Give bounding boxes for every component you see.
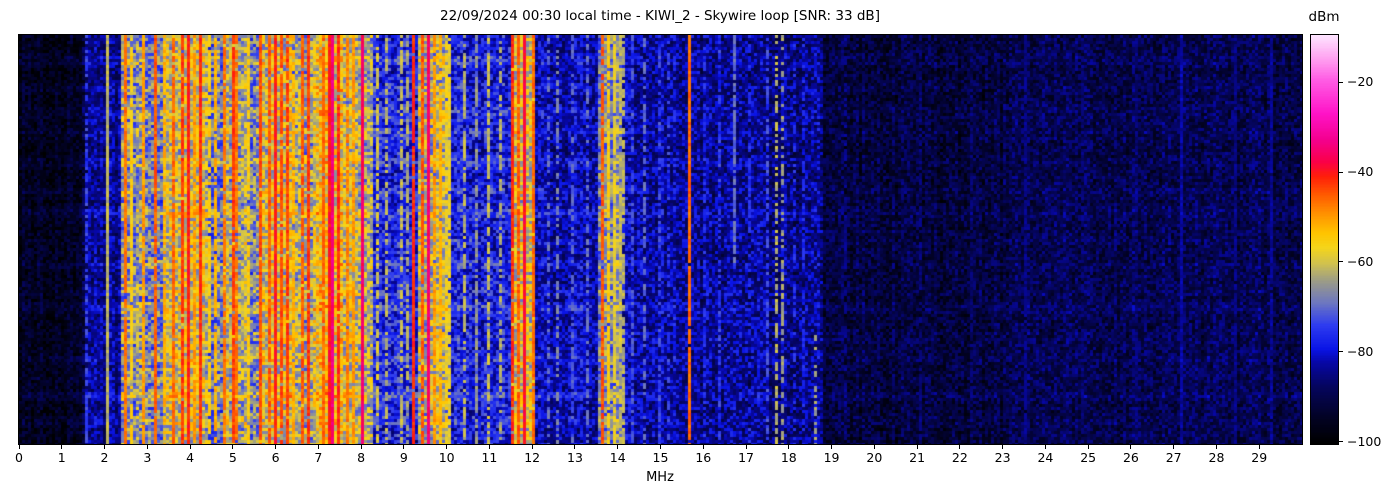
colorbar-tick-mark [1339, 171, 1343, 173]
x-tick-mark [531, 445, 533, 449]
colorbar-tick-mark [1339, 261, 1343, 263]
colorbar-tick-label: −20 [1347, 74, 1374, 90]
x-tick-mark [959, 445, 961, 449]
waterfall-plot-area [18, 34, 1303, 445]
x-tick-label: 8 [357, 450, 366, 465]
colorbar-tick-label: −100 [1347, 433, 1382, 449]
x-tick-label: 25 [1080, 450, 1097, 465]
x-tick-mark [360, 445, 362, 449]
x-tick-mark [488, 445, 490, 449]
x-tick-label: 10 [438, 450, 455, 465]
x-tick-label: 19 [823, 450, 840, 465]
colorbar-tick-mark [1339, 81, 1343, 83]
plot-title: 22/09/2024 00:30 local time - KIWI_2 - S… [440, 8, 880, 24]
x-tick-label: 20 [866, 450, 883, 465]
x-tick-label: 0 [15, 450, 23, 465]
x-tick-mark [745, 445, 747, 449]
x-tick-label: 3 [143, 450, 152, 465]
x-tick-mark [702, 445, 704, 449]
x-tick-mark [104, 445, 106, 449]
x-tick-label: 22 [951, 450, 968, 465]
x-tick-mark [1258, 445, 1260, 449]
x-tick-mark [873, 445, 875, 449]
x-tick-label: 28 [1208, 450, 1225, 465]
x-tick-mark [831, 445, 833, 449]
x-tick-label: 17 [738, 450, 754, 465]
x-tick-label: 5 [228, 450, 237, 465]
x-axis-label: MHz [646, 470, 674, 485]
x-tick-label: 12 [524, 450, 541, 465]
x-tick-label: 18 [780, 450, 797, 465]
x-tick-mark [660, 445, 661, 449]
waterfall-canvas [19, 35, 1302, 444]
x-tick-label: 1 [57, 450, 66, 465]
x-tick-mark [317, 445, 319, 449]
x-tick-mark [788, 445, 790, 449]
colorbar [1310, 34, 1339, 445]
x-tick-label: 16 [695, 450, 712, 465]
x-tick-label: 9 [399, 450, 408, 465]
x-tick-label: 27 [1165, 450, 1182, 465]
x-tick-label: 2 [100, 450, 109, 465]
colorbar-tick-label: −40 [1347, 164, 1374, 180]
colorbar-tick-mark [1339, 351, 1343, 353]
x-tick-mark [1130, 445, 1132, 449]
x-tick-mark [189, 445, 191, 449]
colorbar-tick-label: −60 [1347, 253, 1374, 269]
x-tick-mark [916, 445, 918, 449]
x-tick-label: 4 [186, 450, 195, 465]
x-tick-mark [446, 445, 448, 449]
x-tick-mark [1173, 445, 1175, 449]
x-tick-mark [1002, 445, 1004, 449]
x-tick-label: 26 [1122, 450, 1139, 465]
x-tick-label: 29 [1251, 450, 1268, 465]
colorbar-tick-mark [1339, 441, 1343, 443]
x-tick-mark [275, 445, 277, 449]
colorbar-unit-label: dBm [1308, 9, 1340, 25]
x-tick-label: 24 [1037, 450, 1054, 465]
x-tick-label: 14 [609, 450, 626, 465]
x-tick-label: 21 [909, 450, 926, 465]
x-tick-mark [61, 445, 63, 449]
x-tick-mark [403, 445, 405, 449]
x-tick-mark [574, 445, 576, 449]
x-tick-label: 13 [567, 450, 583, 465]
x-tick-mark [617, 445, 619, 449]
x-tick-mark [1215, 445, 1217, 449]
x-tick-label: 11 [481, 450, 498, 465]
colorbar-tick-label: −80 [1347, 343, 1374, 359]
x-tick-label: 7 [314, 450, 323, 465]
x-tick-mark [1044, 445, 1046, 449]
x-tick-mark [146, 445, 148, 449]
x-tick-label: 15 [652, 450, 669, 465]
x-tick-label: 6 [271, 450, 280, 465]
x-tick-label: 23 [994, 450, 1011, 465]
x-tick-mark [1087, 445, 1089, 449]
x-tick-mark [18, 445, 20, 449]
x-tick-mark [232, 445, 234, 449]
colorbar-canvas [1311, 35, 1338, 444]
